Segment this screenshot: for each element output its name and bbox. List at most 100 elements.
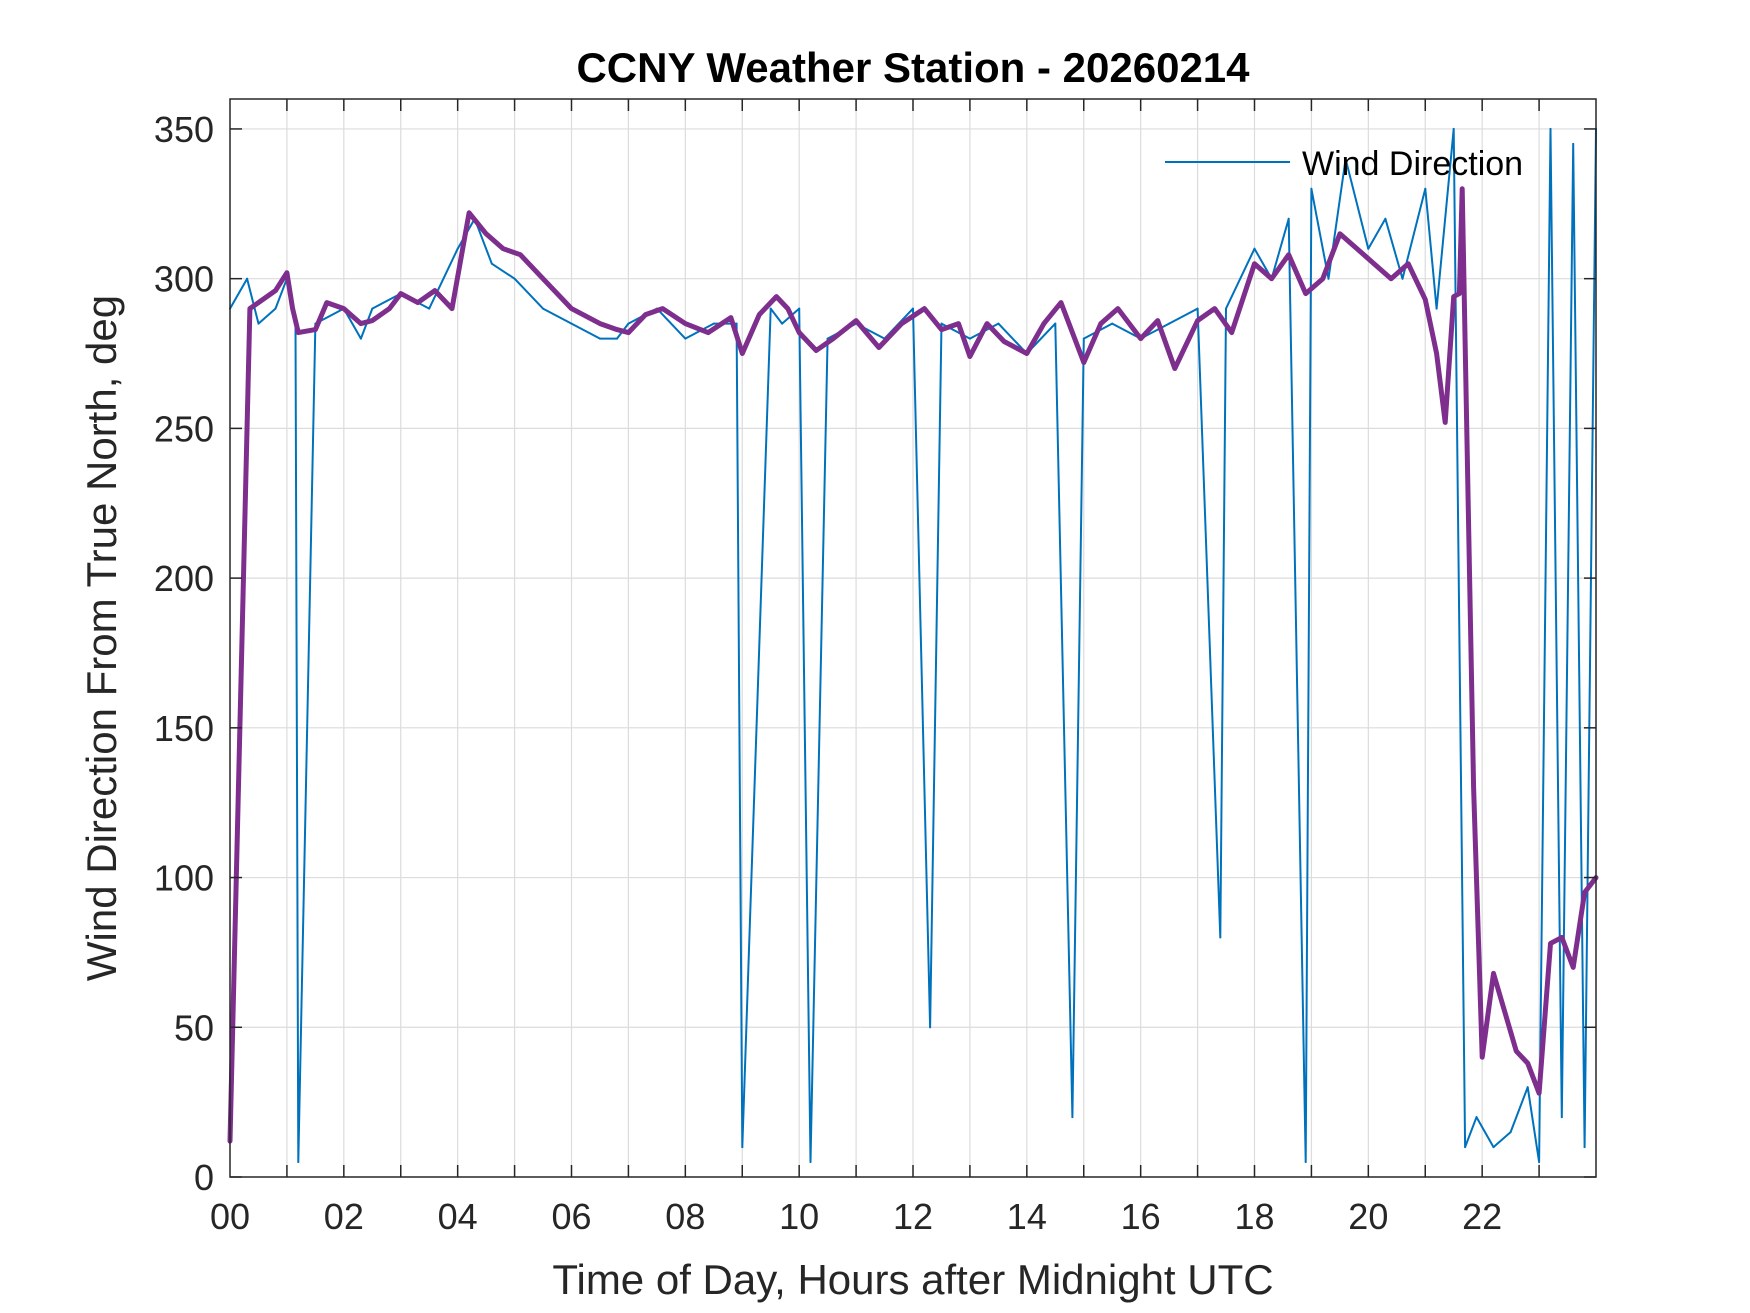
data-point-1-51	[1099, 322, 1103, 326]
data-point-1-56	[1196, 319, 1200, 323]
data-point-1-27	[661, 307, 665, 311]
data-point-1-43	[957, 322, 960, 326]
data-point-1-29	[706, 331, 710, 335]
data-point-1-59	[1253, 262, 1256, 266]
data-point-1-37	[831, 337, 835, 341]
data-point-1-57	[1213, 307, 1217, 311]
data-point-0-48	[1225, 307, 1227, 310]
data-point-1-61	[1287, 253, 1291, 257]
y-tick-label: 200	[154, 558, 214, 599]
data-point-1-12	[387, 307, 391, 311]
data-point-0-58	[1401, 277, 1404, 280]
data-point-1-55	[1173, 367, 1177, 370]
data-point-1-62	[1304, 292, 1308, 296]
data-point-0-10	[371, 307, 374, 310]
data-point-0-71	[1583, 1146, 1586, 1149]
data-point-0-13	[456, 247, 459, 250]
y-tick-label: 0	[194, 1157, 214, 1198]
data-point-0-60	[1435, 307, 1438, 310]
data-point-1-13	[399, 292, 403, 296]
data-point-1-81	[1537, 1091, 1541, 1095]
data-point-0-42	[1082, 337, 1085, 340]
data-point-0-62	[1464, 1146, 1467, 1149]
series-smoothed	[227, 186, 1599, 1144]
grid-lines	[230, 99, 1596, 1177]
data-point-1-7	[313, 328, 317, 332]
data-point-0-45	[1168, 322, 1171, 325]
data-point-1-4	[285, 271, 289, 275]
data-point-0-51	[1287, 217, 1290, 220]
data-point-1-79	[1514, 1049, 1518, 1053]
data-point-1-41	[922, 307, 926, 311]
y-tick-label: 50	[174, 1007, 214, 1048]
data-point-0-12	[428, 307, 431, 310]
x-tick-label: 04	[438, 1196, 478, 1237]
data-point-1-6	[296, 331, 300, 335]
data-point-1-48	[1042, 322, 1046, 326]
data-point-1-83	[1560, 935, 1564, 939]
data-point-0-24	[712, 322, 715, 325]
x-tick-label: 08	[665, 1196, 705, 1237]
data-point-1-47	[1025, 352, 1029, 355]
data-point-0-54	[1327, 277, 1330, 280]
data-point-1-78	[1503, 1010, 1507, 1014]
data-point-0-15	[490, 262, 493, 265]
data-point-1-49	[1059, 301, 1063, 305]
data-point-0-19	[599, 337, 601, 340]
data-point-0-2	[257, 322, 260, 325]
data-point-1-85	[1583, 891, 1587, 894]
data-point-1-10	[359, 322, 363, 326]
data-point-0-69	[1560, 1116, 1563, 1119]
data-point-0-70	[1572, 142, 1575, 145]
data-point-0-25	[735, 322, 738, 325]
data-point-0-49	[1253, 247, 1256, 250]
data-point-1-71	[1443, 420, 1447, 424]
x-axis-label: Time of Day, Hours after Midnight UTC	[552, 1256, 1273, 1303]
data-point-0-21	[627, 322, 630, 325]
x-tick-label: 14	[1007, 1196, 1047, 1237]
data-point-0-3	[274, 307, 277, 310]
data-point-1-31	[740, 352, 744, 355]
data-point-0-6	[297, 1161, 300, 1163]
x-tick-label: 18	[1234, 1196, 1274, 1237]
x-tick-label: 00	[210, 1196, 250, 1237]
data-point-0-1	[246, 277, 249, 280]
data-point-0-26	[741, 1146, 744, 1149]
series-layer	[227, 127, 1599, 1163]
data-point-0-59	[1424, 187, 1427, 190]
data-point-1-42	[940, 328, 943, 332]
data-point-0-28	[781, 322, 784, 325]
data-point-0-20	[616, 337, 618, 340]
legend-label-wind-direction: Wind Direction	[1302, 145, 1523, 183]
data-point-1-58	[1230, 331, 1234, 335]
y-tick-label: 300	[154, 259, 214, 300]
data-point-0-55	[1344, 157, 1347, 160]
y-tick-label: 100	[154, 858, 214, 899]
data-point-1-65	[1355, 247, 1359, 251]
data-point-0-67	[1538, 1161, 1541, 1163]
data-point-0-40	[1054, 322, 1057, 325]
tick-labels: 0 50 100 150 200 250 300 350 00 02 04 06 08 10 12 14 16 1…	[154, 109, 1502, 1237]
data-point-1-77	[1492, 971, 1495, 975]
y-tick-label: 150	[154, 708, 214, 749]
data-point-1-75	[1472, 786, 1476, 790]
data-point-0-30	[809, 1161, 812, 1163]
data-point-1-35	[797, 331, 801, 335]
data-point-1-72	[1452, 295, 1456, 299]
data-point-0-38	[997, 322, 1000, 325]
data-point-1-50	[1082, 361, 1086, 364]
data-point-1-74	[1460, 187, 1464, 191]
data-point-1-9	[342, 307, 346, 311]
y-tick-label: 350	[154, 109, 214, 150]
data-point-1-26	[644, 313, 647, 317]
x-tick-label: 22	[1462, 1196, 1502, 1237]
data-point-0-16	[513, 277, 516, 280]
data-point-0-27	[769, 307, 772, 310]
data-point-0-61	[1452, 127, 1455, 130]
data-point-0-63	[1475, 1116, 1478, 1119]
data-point-1-25	[626, 331, 630, 335]
data-point-1-17	[467, 211, 471, 215]
legend: Wind Direction	[1165, 145, 1523, 183]
data-point-1-30	[729, 316, 733, 320]
